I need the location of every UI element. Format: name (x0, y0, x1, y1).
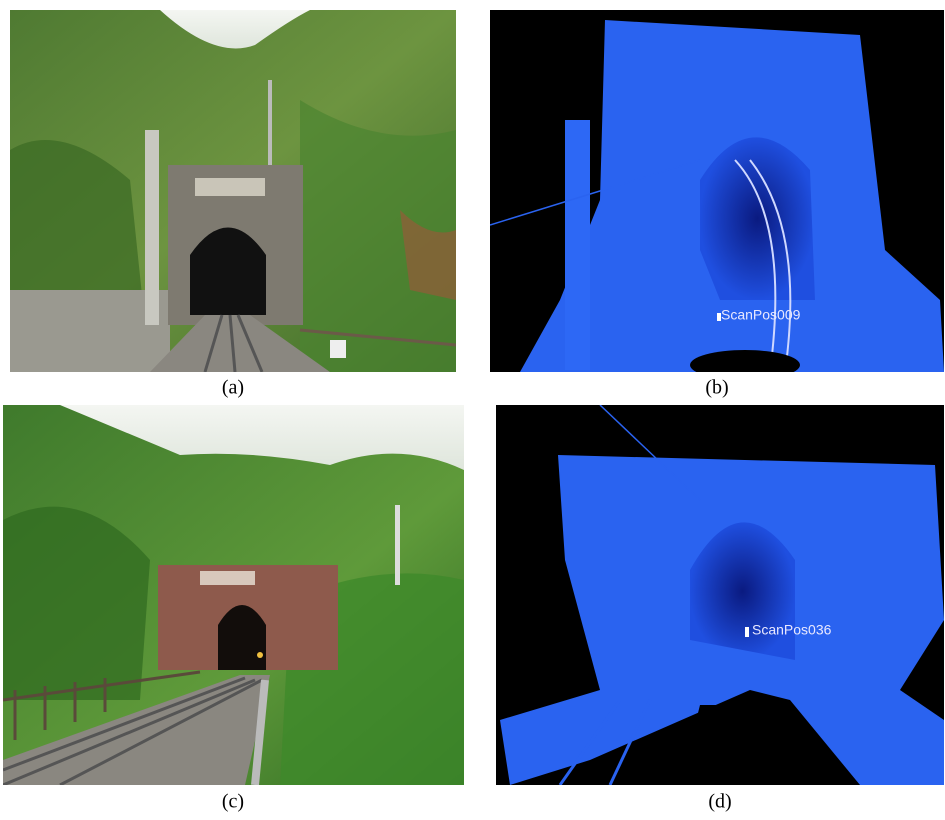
panel-caption: (d) (708, 791, 731, 813)
photo-a (10, 10, 456, 372)
photo-c (3, 405, 464, 785)
scan-position-label: ScanPos036 (752, 622, 832, 638)
panel-caption: (a) (222, 377, 244, 399)
scan-position-label: ScanPos009 (721, 307, 801, 323)
panel-caption: (b) (705, 377, 728, 399)
point-cloud-d: ScanPos036 (496, 405, 944, 785)
point-cloud-b: ScanPos009 (490, 10, 944, 372)
panel-caption: (c) (222, 791, 244, 813)
